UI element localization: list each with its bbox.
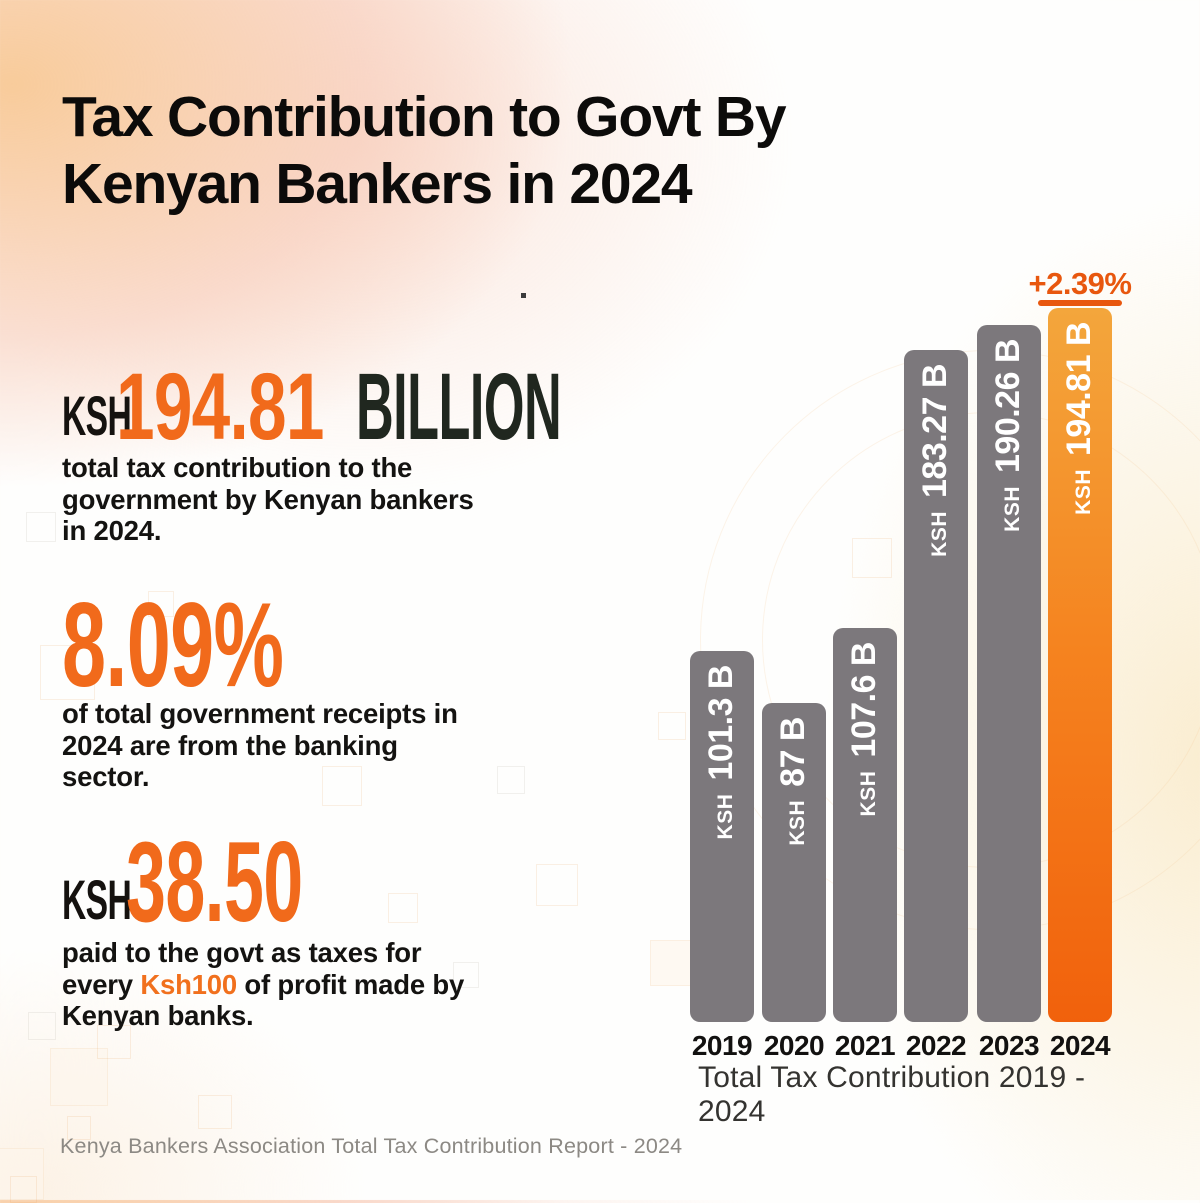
- stat-total-tax: KSH 194.81 BILLION total tax contributio…: [62, 352, 562, 547]
- bar-2021: KSH 107.6 B: [833, 628, 897, 1022]
- bar-currency-label: KSH: [786, 799, 809, 846]
- x-axis-label-2024: 2024: [1049, 1030, 1111, 1061]
- chart-caption: Total Tax Contribution 2019 - 2024: [698, 1061, 1086, 1128]
- deco-square: [322, 766, 362, 806]
- deco-square: [40, 645, 95, 700]
- bar-2024: KSH 194.81 B: [1048, 308, 1112, 1022]
- deco-square: [10, 1176, 37, 1203]
- bar-value-label: KSH 194.81 B: [1048, 322, 1117, 515]
- bar-value-label: KSH 87 B: [762, 717, 831, 846]
- bar-value-label: KSH 183.27 B: [904, 364, 973, 557]
- deco-square: [497, 766, 525, 794]
- x-axis-label-2023: 2023: [978, 1030, 1040, 1061]
- deco-square: [97, 1025, 131, 1059]
- x-axis-label-2021: 2021: [834, 1030, 896, 1061]
- currency-label: KSH: [62, 868, 132, 932]
- bar-chart: +2.39% KSH 101.3 B 2019 KSH 87 B 2020 KSH 107.6…: [690, 266, 1132, 1076]
- bar-currency-label: KSH: [714, 793, 737, 840]
- x-axis-label-2020: 2020: [763, 1030, 825, 1061]
- bar-currency-label: KSH: [928, 511, 951, 557]
- growth-annotation: +2.39%: [1028, 266, 1132, 301]
- stat-receipts-share: 8.09% of total government receipts in 20…: [62, 583, 480, 793]
- source-footer: Kenya Bankers Association Total Tax Cont…: [60, 1134, 683, 1158]
- bar-2019: KSH 101.3 B: [690, 651, 754, 1022]
- bar-amount-label: 101.3 B: [702, 665, 740, 781]
- stat-value: 8.09%: [62, 578, 284, 713]
- deco-square: [658, 712, 686, 740]
- bar-currency-label: KSH: [857, 770, 880, 817]
- bar-currency-label: KSH: [1072, 469, 1095, 515]
- bar-value-label: KSH 107.6 B: [833, 642, 902, 816]
- bar-amount-label: 190.26 B: [989, 339, 1027, 473]
- stat-description-pre: paid to the govt as taxes for every: [62, 937, 422, 1000]
- deco-square: [26, 512, 56, 542]
- bar-amount-label: 194.81 B: [1060, 322, 1098, 456]
- page-title-line2: Kenyan Bankers in 2024: [62, 152, 693, 216]
- deco-square: [388, 893, 418, 923]
- bar-2020: KSH 87 B: [762, 703, 826, 1022]
- stat-description-highlight: Ksh100: [140, 968, 237, 1000]
- currency-label: KSH: [62, 384, 132, 448]
- deco-square: [148, 591, 174, 617]
- x-axis-label-2019: 2019: [691, 1030, 753, 1061]
- stat-unit: BILLION: [356, 353, 562, 460]
- stat-description-post: of profit made by Kenyan banks.: [62, 968, 465, 1032]
- deco-square: [28, 1012, 56, 1040]
- page-title: Tax Contribution to Govt By Kenyan Banke…: [62, 84, 787, 218]
- deco-square: [453, 962, 479, 988]
- bar-amount-label: 183.27 B: [916, 364, 954, 498]
- page-title-line1: Tax Contribution to Govt By: [62, 85, 787, 149]
- stat-tax-per-100: KSH 38.50 paid to the govt as taxes for …: [62, 822, 480, 1032]
- stat-description: total tax contribution to the government…: [62, 452, 474, 546]
- bar-2022: KSH 183.27 B: [904, 350, 968, 1022]
- bar-amount-label: 87 B: [774, 717, 812, 787]
- bar-value-label: KSH 101.3 B: [690, 665, 759, 839]
- bar-value-label: KSH 190.26 B: [977, 339, 1046, 532]
- stat-receipts-figure: 8.09%: [62, 578, 480, 713]
- deco-square: [536, 864, 578, 906]
- bar-currency-label: KSH: [1001, 486, 1024, 532]
- stat-value: 194.81: [116, 353, 324, 460]
- bar-amount-label: 107.6 B: [845, 642, 883, 758]
- growth-annotation-underline: [1038, 300, 1122, 306]
- stat-tax-per-100-figure: KSH 38.50: [62, 819, 480, 947]
- deco-square: [67, 1116, 91, 1140]
- deco-square: [50, 1048, 108, 1106]
- bar-2023: KSH 190.26 B: [977, 325, 1041, 1022]
- stat-total-tax-figure: KSH 194.81 BILLION: [62, 352, 562, 460]
- stat-description: of total government receipts in 2024 are…: [62, 698, 458, 792]
- deco-square: [198, 1095, 232, 1129]
- x-axis-label-2022: 2022: [905, 1030, 967, 1061]
- deco-dot: [521, 293, 526, 298]
- stat-description: paid to the govt as taxes for every Ksh1…: [62, 937, 480, 1032]
- stat-value: 38.50: [126, 819, 303, 947]
